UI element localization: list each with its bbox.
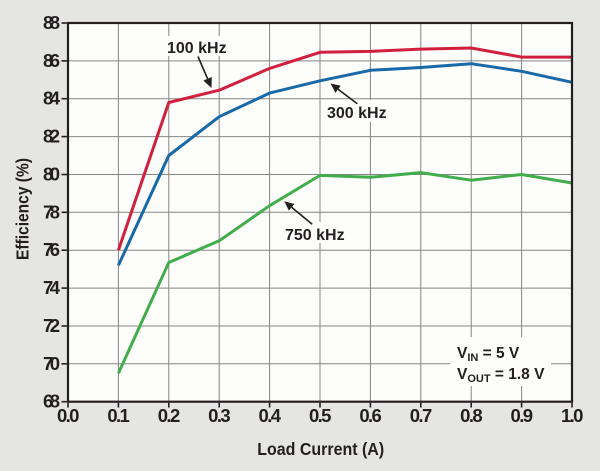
svg-text:84: 84 <box>43 88 61 109</box>
svg-text:78: 78 <box>43 201 60 222</box>
svg-text:0.4: 0.4 <box>259 405 282 426</box>
svg-text:0.1: 0.1 <box>107 405 130 426</box>
svg-text:VIN = 5 V: VIN = 5 V <box>457 345 520 364</box>
svg-text:0.8: 0.8 <box>460 405 483 426</box>
svg-text:Efficiency (%): Efficiency (%) <box>13 158 33 260</box>
svg-text:0.5: 0.5 <box>309 405 332 426</box>
svg-text:70: 70 <box>43 353 60 374</box>
svg-text:80: 80 <box>43 164 60 185</box>
svg-text:100 kHz: 100 kHz <box>167 40 227 57</box>
svg-text:0.9: 0.9 <box>511 405 534 426</box>
svg-text:88: 88 <box>43 12 60 33</box>
svg-text:86: 86 <box>43 50 60 71</box>
svg-text:1.0: 1.0 <box>561 405 584 426</box>
svg-text:Load Current (A): Load Current (A) <box>257 439 384 459</box>
svg-text:74: 74 <box>43 277 61 298</box>
svg-text:82: 82 <box>43 126 60 147</box>
svg-text:750 kHz: 750 kHz <box>285 227 345 244</box>
svg-text:72: 72 <box>43 315 60 336</box>
svg-text:0.2: 0.2 <box>158 405 181 426</box>
svg-text:0.3: 0.3 <box>208 405 231 426</box>
svg-text:0.6: 0.6 <box>359 405 382 426</box>
svg-text:0.0: 0.0 <box>57 405 80 426</box>
svg-text:76: 76 <box>43 239 60 260</box>
svg-text:0.7: 0.7 <box>410 405 433 426</box>
svg-text:300 kHz: 300 kHz <box>327 105 387 122</box>
svg-text:68: 68 <box>43 391 60 412</box>
